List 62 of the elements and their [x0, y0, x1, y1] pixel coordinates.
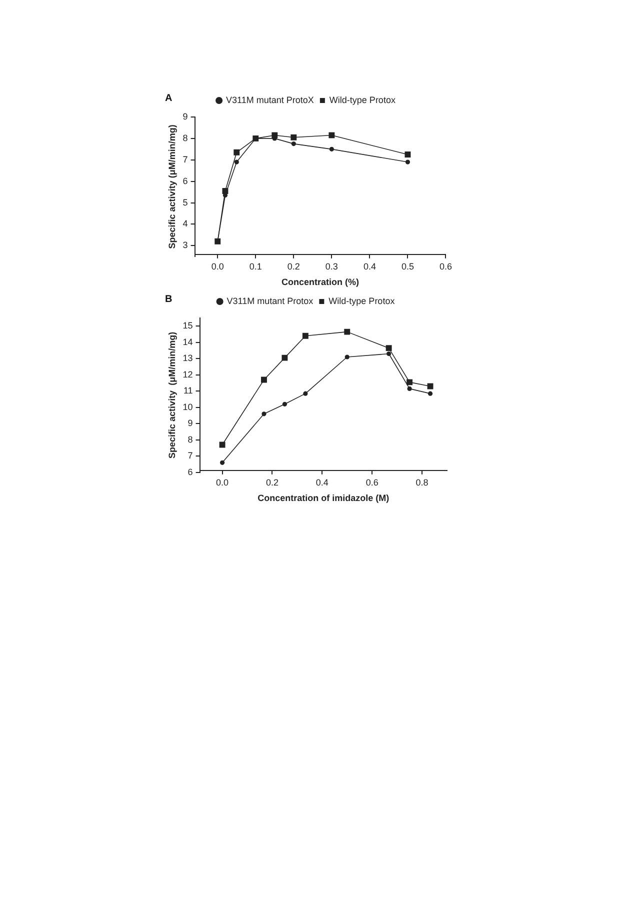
point	[303, 391, 308, 396]
y-tick-label: 8	[182, 132, 188, 143]
x-axis-title: Concentration of imidazole (M)	[258, 493, 390, 504]
y-tick-label: 13	[182, 353, 193, 364]
point	[234, 160, 239, 164]
y-axis-title: Specific activity (μM/min/mg)	[166, 124, 177, 249]
point	[219, 442, 226, 448]
legend-label: Wild-type Protox	[328, 296, 396, 306]
point	[386, 351, 392, 356]
y-tick-label: 6	[182, 176, 188, 186]
x-tick-label: 0.1	[249, 261, 262, 272]
y-tick-label: 7	[188, 450, 193, 461]
chart-title: A	[165, 92, 172, 104]
x-tick-label: 0.4	[363, 261, 376, 272]
legend-label: V311M mutant ProtoX	[226, 94, 314, 105]
point	[344, 354, 350, 360]
x-tick-label: 0.3	[325, 261, 338, 272]
point	[386, 345, 392, 352]
point	[405, 160, 410, 164]
point	[261, 376, 267, 383]
legend-label: Wild-type Protox	[329, 94, 396, 105]
y-tick-label: 15	[182, 320, 193, 331]
y-tick-label: 4	[182, 218, 188, 229]
y-tick-label: 12	[182, 369, 193, 380]
y-tick-label: 10	[182, 402, 193, 412]
x-tick-label: 0.8	[416, 477, 428, 488]
x-tick-label: 0.5	[401, 261, 414, 272]
point	[329, 146, 334, 152]
x-tick-label: 0.4	[316, 477, 328, 488]
y-tick-label: 7	[182, 154, 188, 164]
y-tick-label: 6	[188, 466, 193, 477]
x-tick-label: 0.6	[439, 261, 452, 272]
point	[328, 132, 335, 138]
point	[344, 328, 350, 335]
x-axis-title: Concentration (%)	[282, 277, 360, 288]
point	[220, 460, 225, 465]
point	[262, 412, 266, 416]
y-tick-label: 3	[182, 240, 188, 250]
x-tick-label: 0.0	[211, 261, 224, 272]
point	[291, 142, 296, 146]
x-tick-label: 0.6	[366, 477, 378, 488]
point	[404, 152, 411, 158]
y-tick-label: 9	[182, 111, 188, 122]
y-axis-title: Specific activity (μM/min/mg)	[166, 332, 177, 458]
point	[406, 379, 413, 386]
point	[234, 149, 240, 156]
y-tick-label: 5	[182, 197, 188, 208]
point	[428, 391, 433, 396]
y-tick-label: 14	[182, 336, 193, 347]
x-tick-label: 0.2	[287, 261, 300, 272]
point	[290, 134, 297, 140]
legend-label: V311M mutant Protox	[226, 296, 314, 306]
point	[302, 332, 308, 339]
y-tick-label: 8	[188, 434, 193, 444]
y-tick-label: 9	[188, 418, 193, 428]
chart-title: B	[165, 294, 172, 305]
x-tick-label: 0.0	[216, 477, 229, 488]
point	[282, 402, 288, 406]
point	[407, 386, 412, 391]
point	[282, 354, 288, 361]
y-tick-label: 11	[183, 386, 193, 396]
x-tick-label: 0.2	[266, 477, 278, 488]
